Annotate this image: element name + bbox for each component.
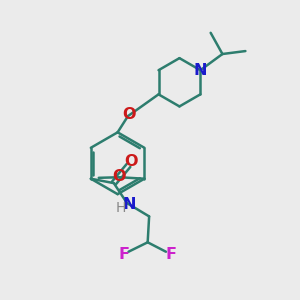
- Text: F: F: [118, 247, 129, 262]
- Text: O: O: [112, 169, 125, 184]
- Text: F: F: [165, 247, 176, 262]
- Text: N: N: [123, 197, 136, 212]
- Text: N: N: [194, 63, 207, 78]
- Text: O: O: [125, 154, 138, 169]
- Text: O: O: [122, 107, 135, 122]
- Text: H: H: [116, 201, 126, 215]
